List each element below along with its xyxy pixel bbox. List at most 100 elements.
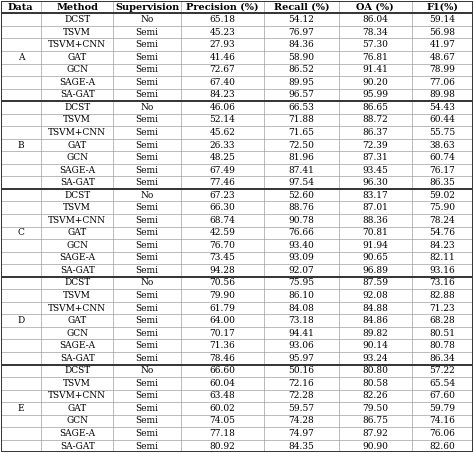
Text: 56.98: 56.98	[429, 28, 456, 37]
Text: 76.81: 76.81	[362, 53, 388, 62]
Text: 84.35: 84.35	[289, 442, 314, 451]
Text: TSVM: TSVM	[64, 291, 91, 300]
Text: 73.18: 73.18	[289, 316, 314, 325]
Text: 86.35: 86.35	[429, 178, 456, 187]
Text: Precision (%): Precision (%)	[186, 3, 258, 11]
Text: 70.81: 70.81	[362, 228, 388, 237]
Text: 95.97: 95.97	[289, 354, 314, 363]
Text: 92.08: 92.08	[363, 291, 388, 300]
Text: 54.76: 54.76	[429, 228, 456, 237]
Text: 76.17: 76.17	[429, 166, 456, 174]
Text: GCN: GCN	[66, 416, 88, 425]
Text: TSVM+CNN: TSVM+CNN	[48, 128, 106, 137]
Text: 87.92: 87.92	[363, 429, 388, 438]
Text: GAT: GAT	[68, 404, 87, 413]
Text: Semi: Semi	[136, 65, 158, 74]
Text: 41.46: 41.46	[210, 53, 235, 62]
Text: 93.45: 93.45	[362, 166, 388, 174]
Text: 78.24: 78.24	[429, 216, 456, 225]
Text: DCST: DCST	[64, 15, 91, 24]
Text: TSVM+CNN: TSVM+CNN	[48, 40, 106, 49]
Text: GAT: GAT	[68, 140, 87, 149]
Text: SA-GAT: SA-GAT	[60, 178, 95, 187]
Text: 94.28: 94.28	[210, 266, 235, 275]
Text: Semi: Semi	[136, 291, 158, 300]
Text: 95.99: 95.99	[362, 90, 388, 99]
Text: 65.54: 65.54	[429, 379, 456, 388]
Text: 83.17: 83.17	[363, 191, 388, 200]
Text: 61.79: 61.79	[210, 304, 235, 313]
Text: 82.11: 82.11	[429, 253, 456, 262]
Text: 26.33: 26.33	[210, 140, 235, 149]
Text: Semi: Semi	[136, 241, 158, 250]
Text: SAGE-A: SAGE-A	[59, 78, 95, 87]
Text: 59.57: 59.57	[288, 404, 315, 413]
Text: 59.79: 59.79	[429, 404, 456, 413]
Text: Semi: Semi	[136, 404, 158, 413]
Text: SA-GAT: SA-GAT	[60, 90, 95, 99]
Text: 74.97: 74.97	[289, 429, 314, 438]
Text: 70.17: 70.17	[210, 329, 235, 337]
Text: 84.86: 84.86	[362, 316, 388, 325]
Text: 77.46: 77.46	[210, 178, 235, 187]
Text: 91.41: 91.41	[362, 65, 388, 74]
Text: 76.66: 76.66	[289, 228, 314, 237]
Text: 66.30: 66.30	[210, 203, 235, 212]
Text: F1(%): F1(%)	[427, 3, 458, 11]
Text: 57.30: 57.30	[362, 40, 388, 49]
Text: 52.60: 52.60	[289, 191, 314, 200]
Text: 50.16: 50.16	[289, 366, 314, 375]
Text: 71.23: 71.23	[429, 304, 455, 313]
Text: Semi: Semi	[136, 78, 158, 87]
Text: 84.23: 84.23	[210, 90, 235, 99]
Text: 60.74: 60.74	[429, 153, 456, 162]
Text: Semi: Semi	[136, 178, 158, 187]
Text: 45.62: 45.62	[210, 128, 235, 137]
Text: 73.16: 73.16	[429, 279, 456, 288]
Text: DCST: DCST	[64, 103, 91, 112]
Text: 75.90: 75.90	[429, 203, 456, 212]
Text: 72.67: 72.67	[210, 65, 235, 74]
Text: 78.99: 78.99	[429, 65, 456, 74]
Text: Semi: Semi	[136, 253, 158, 262]
Text: Semi: Semi	[136, 354, 158, 363]
Text: GAT: GAT	[68, 53, 87, 62]
Text: TSVM+CNN: TSVM+CNN	[48, 391, 106, 400]
Text: Semi: Semi	[136, 442, 158, 451]
Text: 54.43: 54.43	[429, 103, 456, 112]
Text: 46.06: 46.06	[210, 103, 235, 112]
Text: 86.75: 86.75	[362, 416, 388, 425]
Text: Method: Method	[56, 3, 98, 11]
Text: 93.09: 93.09	[289, 253, 314, 262]
Text: SAGE-A: SAGE-A	[59, 429, 95, 438]
Text: 90.65: 90.65	[362, 253, 388, 262]
Text: SAGE-A: SAGE-A	[59, 253, 95, 262]
Text: Semi: Semi	[136, 341, 158, 350]
Text: Semi: Semi	[136, 416, 158, 425]
Text: A: A	[18, 53, 24, 62]
Text: 48.25: 48.25	[210, 153, 235, 162]
Text: DCST: DCST	[64, 366, 91, 375]
Text: No: No	[140, 15, 154, 24]
Text: 55.75: 55.75	[429, 128, 456, 137]
Text: 89.82: 89.82	[363, 329, 388, 337]
Text: Data: Data	[8, 3, 34, 11]
Text: Semi: Semi	[136, 216, 158, 225]
Text: SA-GAT: SA-GAT	[60, 442, 95, 451]
Text: 94.41: 94.41	[289, 329, 314, 337]
Text: SAGE-A: SAGE-A	[59, 341, 95, 350]
Text: C: C	[18, 228, 24, 237]
Text: 67.40: 67.40	[210, 78, 235, 87]
Text: 86.10: 86.10	[289, 291, 314, 300]
Text: 67.60: 67.60	[429, 391, 456, 400]
Text: 80.51: 80.51	[429, 329, 456, 337]
Text: D: D	[17, 316, 25, 325]
Text: DCST: DCST	[64, 191, 91, 200]
Text: E: E	[18, 404, 24, 413]
Text: GAT: GAT	[68, 316, 87, 325]
Text: Semi: Semi	[136, 28, 158, 37]
Text: No: No	[140, 279, 154, 288]
Text: Semi: Semi	[136, 391, 158, 400]
Text: 88.36: 88.36	[363, 216, 388, 225]
Text: 60.04: 60.04	[210, 379, 235, 388]
